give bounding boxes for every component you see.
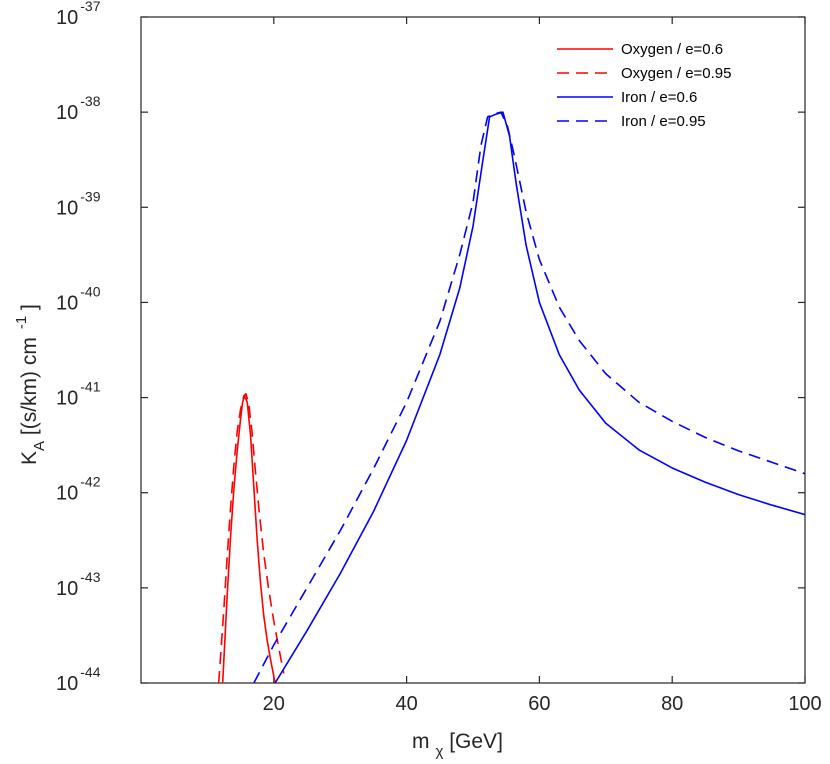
y-tick-base: 10 [56, 388, 78, 410]
legend: Oxygen / e=0.6 Oxygen / e=0.95 Iron / e=0.… [557, 41, 732, 130]
y-tick-label: 10-40 [56, 283, 101, 314]
y-tick-label: 10-38 [56, 93, 101, 124]
series-group [217, 111, 805, 683]
y-tick-exponent: -37 [80, 0, 100, 14]
x-tick-label: 80 [661, 693, 683, 715]
y-tick-base: 10 [56, 102, 78, 124]
x-axis-title-rest: [GeV] [443, 730, 503, 753]
y-tick-exponent: -41 [80, 379, 100, 395]
y-tick-base: 10 [56, 578, 78, 600]
y-tick-exponent: -38 [80, 93, 100, 109]
x-axis: 20 40 60 80 100 [263, 17, 822, 715]
y-axis-title-rest: [(s/km) cm [18, 337, 41, 441]
x-tick-label: 100 [788, 693, 821, 715]
y-tick-label: 10-42 [56, 474, 101, 505]
y-tick-label: 10-37 [56, 0, 101, 29]
y-tick-label: 10-39 [56, 188, 101, 219]
y-axis-title: KA [(s/km) cm -1 ] [13, 304, 48, 465]
y-tick-label: 10-43 [56, 569, 101, 600]
y-tick-exponent: -44 [80, 664, 100, 680]
x-tick-label: 60 [528, 693, 550, 715]
legend-label: Iron / e=0.95 [621, 113, 706, 130]
y-tick-base: 10 [56, 292, 78, 314]
y-tick-label: 10-44 [56, 664, 101, 695]
y-tick-exponent: -42 [80, 474, 100, 490]
y-tick-base: 10 [56, 483, 78, 505]
y-axis-title-sub: A [31, 441, 48, 451]
series-line-oxygen-e-0-95 [217, 392, 285, 683]
y-axis-title-main: K [18, 451, 41, 465]
series-line-iron-e-0-95 [253, 111, 805, 683]
y-tick-base: 10 [56, 673, 78, 695]
x-axis-title-main: m [412, 730, 430, 753]
legend-label: Oxygen / e=0.6 [621, 41, 723, 58]
legend-label: Oxygen / e=0.95 [621, 65, 732, 82]
y-tick-exponent: -39 [80, 188, 100, 204]
y-tick-base: 10 [56, 7, 78, 29]
y-tick-base: 10 [56, 197, 78, 219]
y-tick-exponent: -43 [80, 569, 100, 585]
x-tick-label: 40 [395, 693, 417, 715]
x-axis-title-sub: χ [436, 743, 444, 760]
plot-area [140, 16, 806, 684]
legend-label: Iron / e=0.6 [621, 89, 697, 106]
x-tick-label: 20 [263, 693, 285, 715]
y-tick-label: 10-41 [56, 379, 101, 410]
y-axis-title-end: ] [18, 304, 41, 316]
y-tick-exponent: -40 [80, 283, 100, 299]
series-line-oxygen-e-0-6 [221, 394, 276, 683]
y-axis-title-sup: -1 [13, 316, 30, 329]
